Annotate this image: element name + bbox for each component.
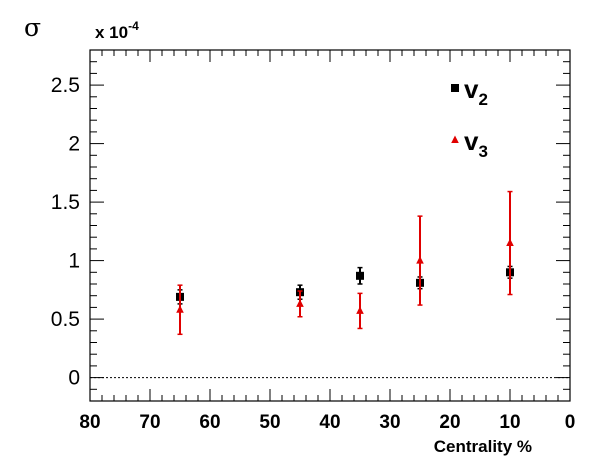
- y-tick-label: 0.5: [51, 308, 80, 331]
- y-tick-label: 1.5: [51, 191, 80, 214]
- series-v3: [176, 190, 514, 336]
- x-tick-label: 50: [259, 412, 280, 433]
- legend-marker: [451, 135, 459, 143]
- y-multiplier: x 10-4: [95, 19, 139, 42]
- data-point: [296, 299, 304, 307]
- y-tick-label: 1: [68, 250, 80, 273]
- data-point: [356, 306, 364, 314]
- x-tick-label: 30: [379, 412, 400, 433]
- x-axis-label: Centrality %: [434, 437, 532, 456]
- legend-marker: [451, 84, 459, 92]
- x-tick-label: 60: [199, 412, 220, 433]
- legend-label-subscript: 2: [478, 90, 487, 109]
- data-point: [356, 271, 364, 280]
- data-point: [416, 256, 424, 264]
- x-tick-label: 80: [79, 412, 100, 433]
- y-multiplier-exponent: -4: [128, 19, 139, 33]
- x-tick-label: 20: [439, 412, 460, 433]
- data-point: [506, 238, 514, 247]
- x-tick-label: 0: [565, 412, 576, 433]
- x-tick-label: 40: [319, 412, 340, 433]
- y-tick-label: 2: [68, 133, 80, 156]
- y-tick-label: 0: [68, 367, 80, 390]
- y-multiplier-base: x 10: [95, 23, 128, 42]
- data-point: [176, 305, 184, 313]
- y-axis-label: σ: [24, 13, 41, 42]
- x-tick-label: 70: [139, 412, 160, 433]
- x-tick-label: 10: [499, 412, 520, 433]
- legend-label-subscript: 3: [478, 142, 487, 161]
- y-tick-label: 2.5: [51, 74, 80, 97]
